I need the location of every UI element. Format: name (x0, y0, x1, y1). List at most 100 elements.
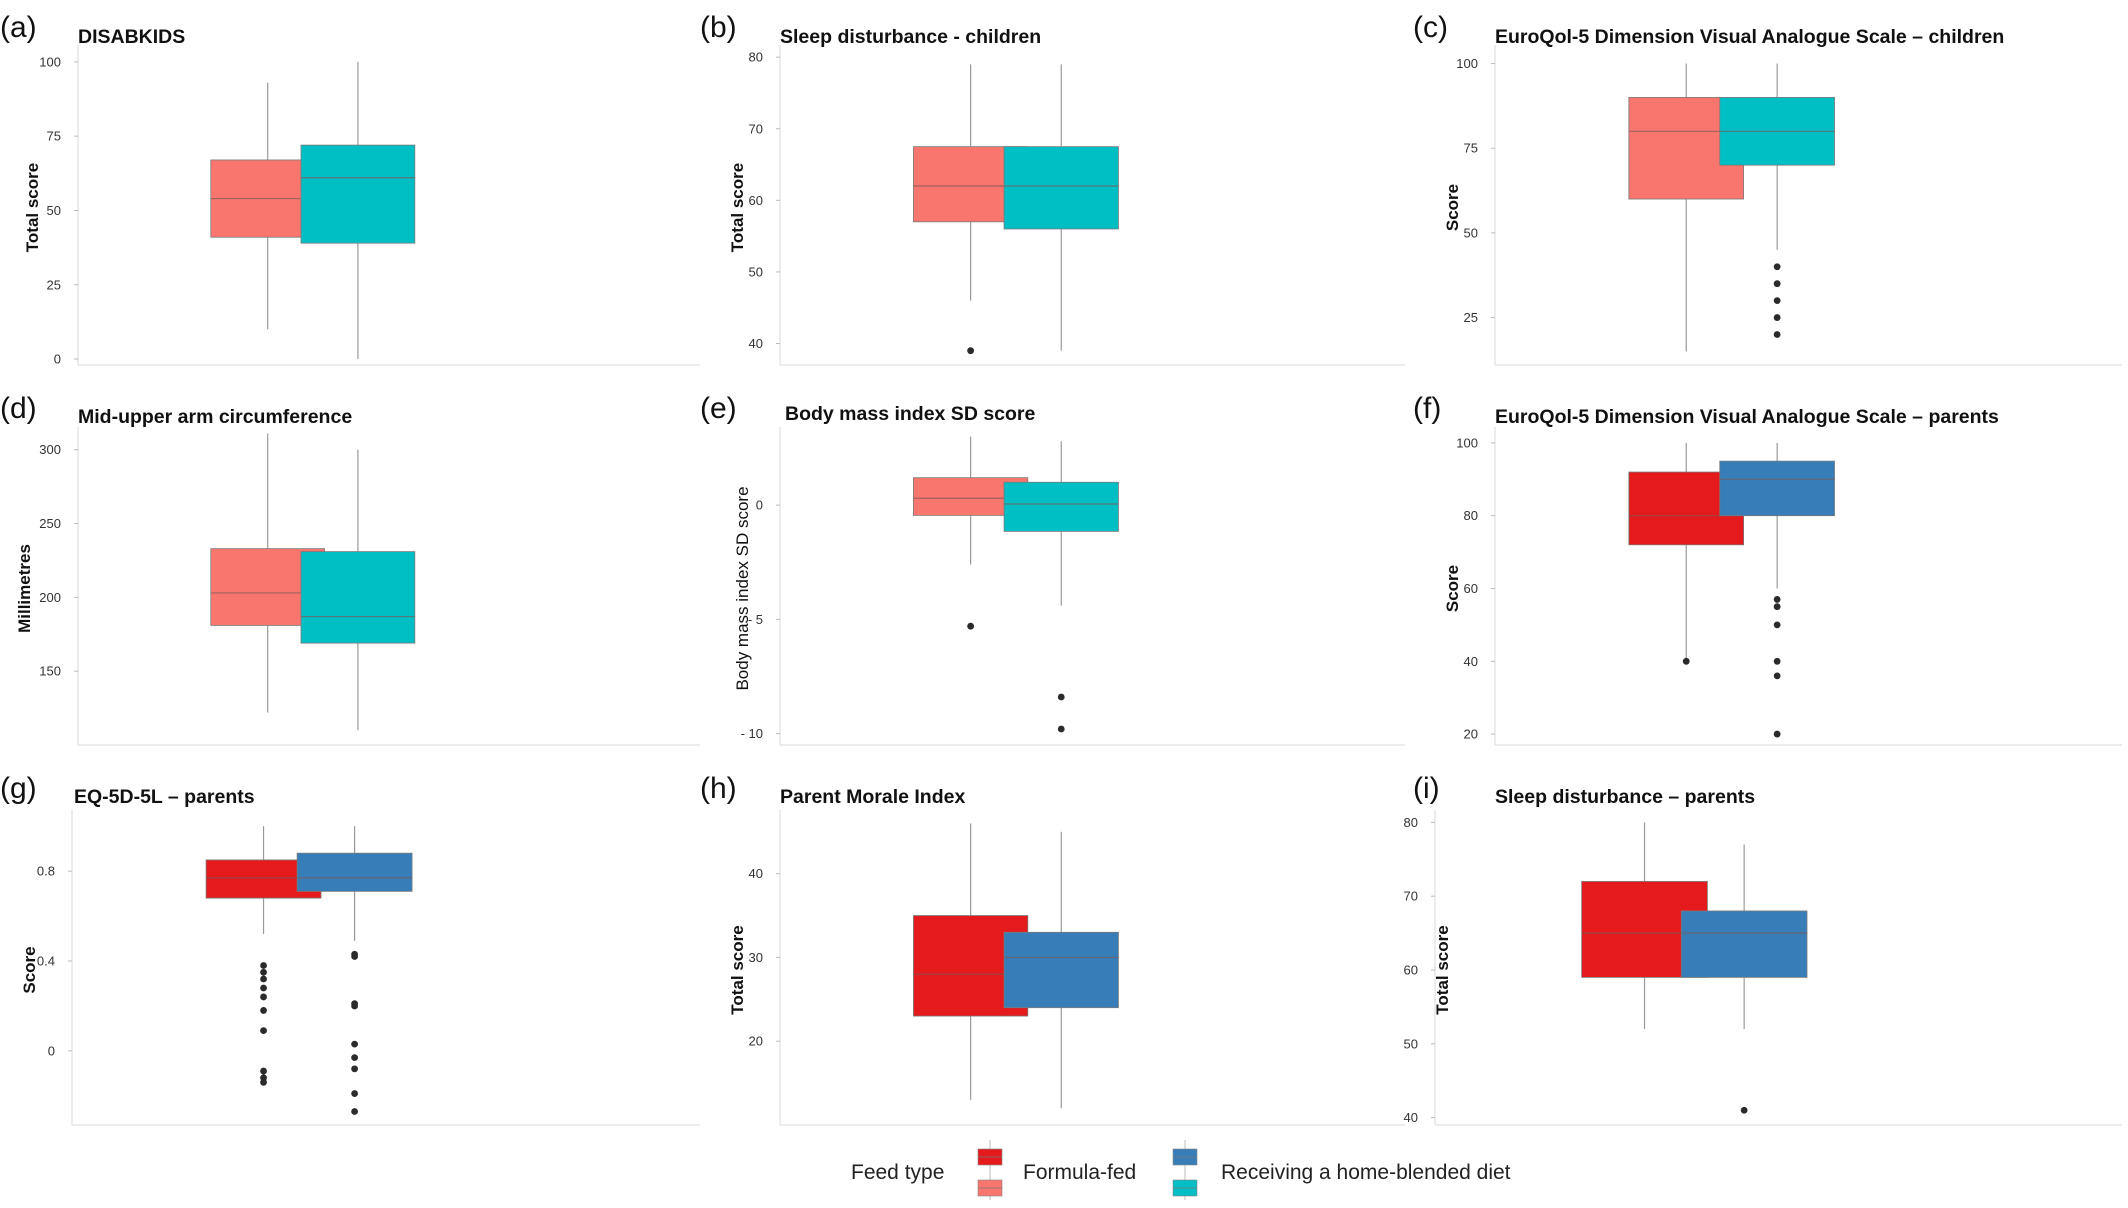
y-axis-label: Millimetres (15, 544, 34, 633)
panel-letter: (c) (1413, 11, 1448, 44)
y-tick-label: 300 (39, 442, 61, 457)
y-tick-label: 0 (54, 352, 61, 367)
outlier-point (351, 1065, 358, 1073)
panel-letter: (a) (0, 11, 37, 44)
y-tick-label: 40 (749, 866, 763, 881)
outlier-point (351, 953, 358, 960)
y-tick-label: 0.4 (37, 954, 55, 969)
panel-title: Parent Morale Index (780, 786, 965, 808)
box-formula-fed (913, 436, 1029, 630)
outlier-point (1773, 657, 1781, 665)
box-home-blended (1719, 63, 1835, 338)
outlier-point (260, 1078, 267, 1086)
outlier-point (1773, 730, 1781, 738)
iqr-box (300, 144, 416, 244)
panel-letter: (f) (1413, 392, 1441, 425)
y-tick-label: 25 (47, 277, 61, 292)
outlier-point (967, 347, 975, 355)
y-tick-label: - 10 (741, 726, 763, 741)
y-tick-label: 30 (749, 950, 763, 965)
outlier-point (351, 1108, 358, 1115)
y-tick-label: 0 (48, 1043, 55, 1058)
y-tick-label: 60 (1404, 963, 1418, 978)
panel-c: (c) EuroQol-5 Dimension Visual Analogue S… (1413, 11, 2122, 366)
y-tick-label: 100 (1456, 56, 1478, 71)
y-tick-label: 0.8 (37, 864, 55, 879)
outlier-point (1773, 263, 1781, 271)
legend-item-formula-fed: Formula-fed (977, 1140, 1136, 1200)
box-home-blended (300, 449, 416, 731)
outlier-point (351, 1054, 358, 1062)
outlier-point (1057, 693, 1065, 701)
panel-a: (a) DISABKIDS Total score 0 25 50 75 100 (0, 11, 700, 367)
panel-d: (d) Mid-upper arm circumference Millimetre… (0, 392, 700, 746)
outlier-point (260, 968, 267, 976)
outlier-point (260, 1067, 267, 1075)
y-tick-label: 70 (1404, 889, 1418, 904)
panel-title: Sleep disturbance – parents (1495, 786, 1755, 808)
y-tick-label: 0 (756, 498, 763, 513)
y-tick-label: 150 (39, 664, 61, 679)
outlier-point (967, 622, 975, 630)
panel-letter: (d) (0, 392, 37, 425)
box-home-blended (1680, 844, 1808, 1114)
y-tick-label: 40 (749, 336, 763, 351)
panel-letter: (b) (700, 11, 737, 44)
outlier-point (351, 1090, 358, 1097)
outlier-point (1773, 596, 1781, 603)
panel-title: Body mass index SD score (785, 403, 1036, 425)
y-tick-label: 250 (39, 516, 61, 531)
y-tick-label: 20 (749, 1034, 763, 1049)
panel-title: EQ-5D-5L – parents (74, 786, 255, 808)
panel-letter: (i) (1413, 772, 1440, 805)
iqr-box (296, 852, 413, 892)
box-home-blended (1003, 831, 1119, 1109)
y-tick-label: 50 (47, 203, 61, 218)
panel-i: (i) Sleep disturbance – parents Total scor… (1404, 772, 2122, 1126)
outlier-point (1773, 603, 1781, 611)
y-tick-label: - 5 (748, 612, 763, 627)
panel-g: (g) EQ-5D-5L – parents Score 0 0.4 0.8 (0, 772, 700, 1126)
outlier-point (1740, 1106, 1748, 1114)
y-tick-label: 60 (749, 193, 763, 208)
panel-b: (b) Sleep disturbance - children Total sco… (700, 11, 1405, 366)
outlier-point (1773, 621, 1781, 629)
y-axis-label: Total score (728, 163, 747, 252)
y-tick-label: 75 (47, 129, 61, 144)
y-tick-label: 200 (39, 590, 61, 605)
outlier-point (1057, 725, 1065, 733)
outlier-point (351, 1040, 358, 1048)
y-axis-label: Total score (728, 925, 747, 1014)
outlier-point (260, 962, 267, 969)
y-tick-label: 75 (1464, 141, 1478, 156)
panel-letter: (e) (700, 392, 737, 425)
y-tick-label: 25 (1464, 310, 1478, 325)
outlier-point (1773, 314, 1781, 321)
panel-h: (h) Parent Morale Index Total score 20 30 40 (700, 772, 1405, 1126)
panel-title: EuroQol-5 Dimension Visual Analogue Scal… (1495, 26, 2004, 48)
y-axis-label: Total score (1433, 925, 1452, 1014)
outlier-point (1773, 280, 1781, 288)
outlier-point (260, 1027, 267, 1035)
legend: Feed type Formula-fed Receiving a home-ble… (851, 1140, 1511, 1200)
panel-title: DISABKIDS (78, 26, 185, 48)
y-tick-label: 50 (749, 264, 763, 279)
legend-title: Feed type (851, 1161, 944, 1184)
iqr-box (1680, 910, 1808, 978)
panel-title: Sleep disturbance - children (780, 26, 1041, 48)
legend-item-home-blended: Receiving a home-blended diet (1172, 1140, 1511, 1200)
y-axis-label: Total score (23, 163, 42, 252)
y-tick-label: 50 (1404, 1036, 1418, 1051)
y-tick-label: 80 (1404, 815, 1418, 830)
y-tick-label: 80 (749, 50, 763, 65)
legend-label: Formula-fed (1023, 1161, 1136, 1184)
outlier-point (1773, 297, 1781, 305)
y-tick-label: 40 (1404, 1110, 1418, 1125)
y-axis-label: Score (20, 946, 39, 993)
outlier-point (351, 1002, 358, 1010)
y-tick-label: 80 (1464, 508, 1478, 523)
y-tick-label: 100 (39, 54, 61, 69)
iqr-box (1003, 146, 1119, 230)
outlier-point (260, 984, 267, 992)
